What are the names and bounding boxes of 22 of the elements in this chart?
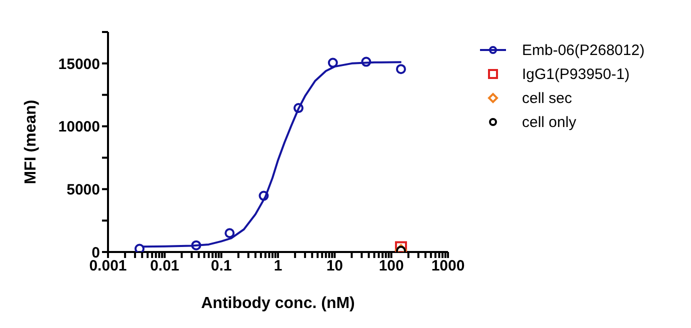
x-axis-title: Antibody conc. (nM) <box>201 295 355 312</box>
point <box>191 240 202 250</box>
y-tick-label: 15000 <box>58 56 100 73</box>
point <box>361 56 372 67</box>
y-tick-label: 10000 <box>58 118 100 136</box>
point <box>258 190 269 201</box>
x-tick-label: 10 <box>326 258 344 275</box>
x-tick-label: 1000 <box>431 258 465 275</box>
legend-label: cell sec <box>522 90 572 106</box>
point <box>396 64 406 74</box>
point <box>224 228 235 238</box>
point <box>328 58 338 68</box>
x-tick-label: 0.1 <box>210 258 232 275</box>
x-tick-label: 1 <box>274 258 282 275</box>
point <box>294 103 304 114</box>
y-tick-label: 5000 <box>66 181 100 198</box>
legend-label: cell only <box>522 114 576 130</box>
x-tick-label: 0.01 <box>150 258 180 275</box>
legend-label: IgG1(P93950-1) <box>522 66 630 82</box>
x-tick-label: 100 <box>378 258 404 275</box>
y-axis-title: MFI (mean) <box>22 100 40 184</box>
legend-label: Emb-06(P268012) <box>522 42 645 58</box>
